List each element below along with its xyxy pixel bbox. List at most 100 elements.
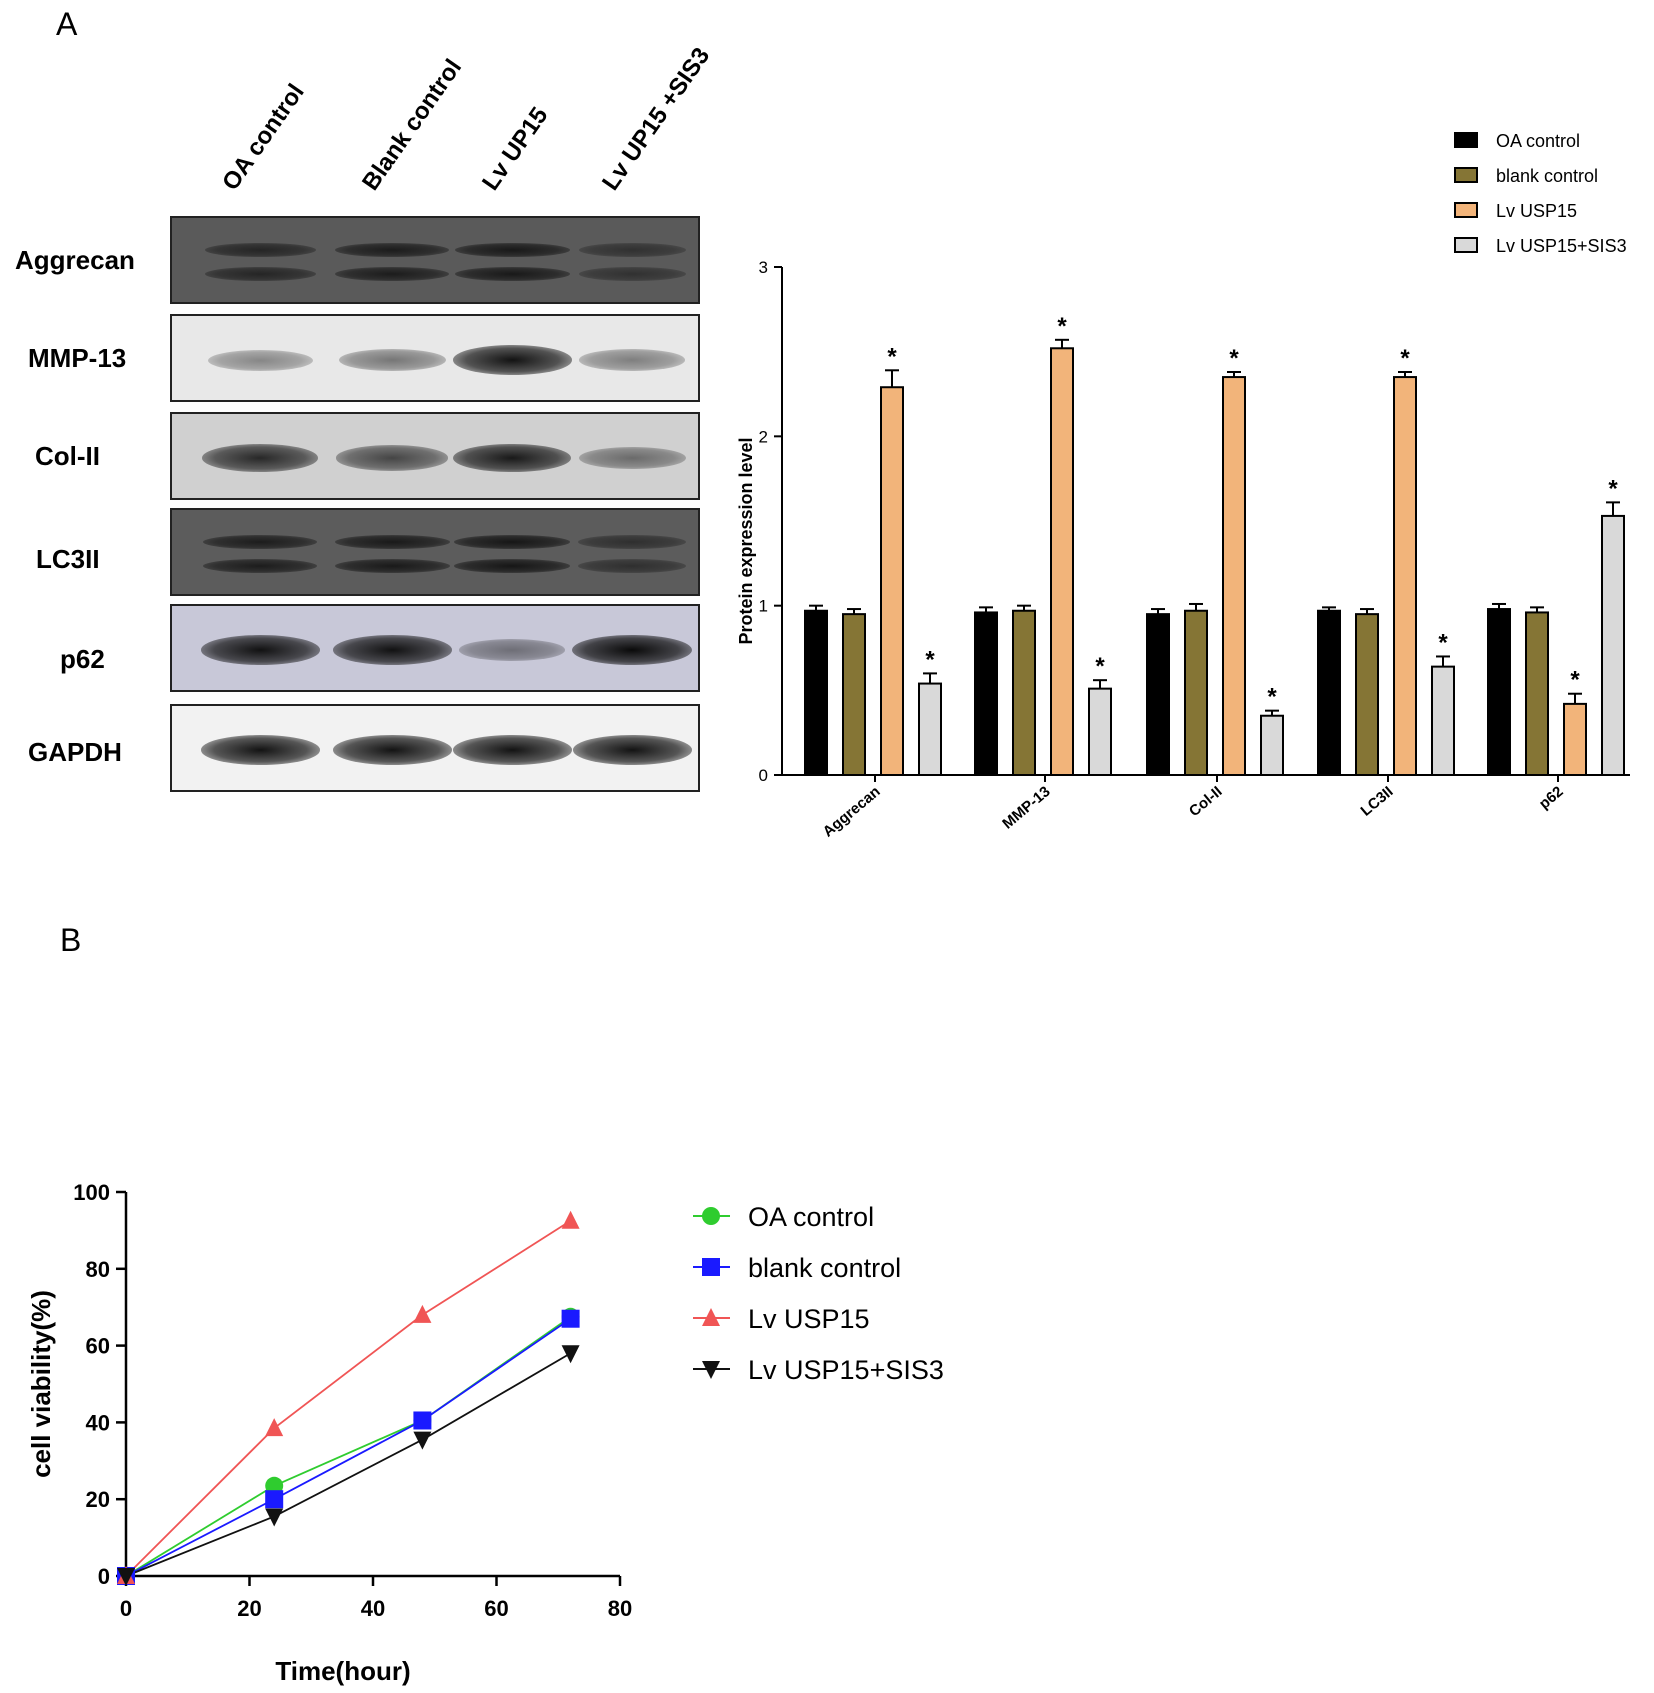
blot-band — [454, 559, 570, 574]
legend-label: Lv USP15+SIS3 — [748, 1355, 944, 1385]
x-tick-label: 60 — [484, 1596, 508, 1621]
data-point — [265, 1418, 284, 1437]
blot-band — [200, 635, 320, 665]
blot-band — [338, 348, 446, 372]
blot-label-mmp13: MMP-13 — [28, 343, 127, 373]
blot-band — [335, 242, 449, 257]
blot-band — [204, 267, 316, 282]
y-tick-label: 80 — [86, 1257, 110, 1282]
legend-label: OA control — [748, 1202, 874, 1232]
blot-band — [452, 345, 572, 375]
legend-label: blank control — [748, 1253, 901, 1283]
blot-band — [202, 444, 318, 472]
blot-p62 — [170, 604, 700, 692]
significance-marker: * — [1057, 313, 1067, 340]
blot-lc3ii — [170, 508, 700, 596]
series-line — [125, 1317, 572, 1577]
blot-band — [335, 267, 449, 282]
data-point — [413, 1431, 432, 1450]
blot-colii — [170, 412, 700, 500]
significance-marker: * — [887, 343, 897, 370]
series-line — [125, 1352, 572, 1577]
blot-band — [336, 445, 448, 471]
blot-band — [334, 534, 450, 549]
data-point — [702, 1308, 720, 1326]
y-tick-label: 60 — [86, 1334, 110, 1359]
panel-a-letter: A — [56, 6, 78, 42]
y-tick-label: 2 — [759, 427, 768, 446]
blot-aggrecan — [170, 216, 700, 304]
x-tick-label: 0 — [120, 1596, 132, 1621]
blot-band — [454, 242, 570, 257]
x-tick-label: 40 — [361, 1596, 385, 1621]
x-axis-label: Time(hour) — [275, 1656, 410, 1686]
data-point — [413, 1411, 432, 1430]
significance-marker: * — [1608, 475, 1618, 502]
x-tick-label: 20 — [237, 1596, 261, 1621]
blot-band — [334, 559, 450, 574]
series-line — [125, 1316, 572, 1577]
blot-label-col2: Col-II — [35, 441, 100, 471]
significance-marker: * — [1095, 653, 1105, 680]
blot-band — [207, 349, 313, 371]
blot-label-gapdh: GAPDH — [28, 737, 122, 767]
blot-band — [578, 559, 686, 574]
legend-label: blank control — [1496, 166, 1598, 186]
blot-band — [578, 267, 686, 282]
y-tick-label: 1 — [759, 597, 768, 616]
blot-band — [332, 635, 452, 665]
blot-band — [572, 635, 692, 665]
blot-band — [203, 534, 317, 549]
significance-marker: * — [1400, 345, 1410, 372]
blot-band — [200, 735, 320, 765]
data-point — [265, 1490, 284, 1509]
data-point — [702, 1361, 720, 1379]
y-axis-label: Protein expression level — [736, 437, 756, 644]
blot-band — [578, 446, 686, 470]
blot-band — [578, 534, 686, 549]
blot-band — [572, 735, 692, 765]
y-axis-label: cell viability(%) — [26, 1290, 56, 1478]
blot-label-p62: p62 — [60, 644, 105, 674]
y-tick-label: 0 — [98, 1564, 110, 1589]
y-tick-label: 100 — [73, 1180, 110, 1205]
legend-label: Lv USP15 — [748, 1304, 870, 1334]
y-tick-label: 3 — [759, 258, 768, 277]
blot-band — [459, 639, 565, 661]
legend-label: Lv USP15+SIS3 — [1496, 236, 1627, 256]
blot-band — [204, 242, 316, 257]
data-point — [561, 1210, 580, 1229]
data-point — [702, 1258, 720, 1276]
y-tick-label: 0 — [759, 766, 768, 785]
data-point — [265, 1508, 284, 1527]
legend-label: OA control — [1496, 131, 1580, 151]
blot-band — [578, 242, 686, 257]
legend-swatch — [1454, 132, 1478, 148]
significance-marker: * — [925, 646, 935, 673]
significance-marker: * — [1229, 345, 1239, 372]
significance-marker: * — [1267, 684, 1277, 711]
blot-gapdh — [170, 704, 700, 792]
blot-band — [454, 534, 570, 549]
data-point — [702, 1207, 720, 1225]
significance-marker: * — [1570, 667, 1580, 694]
panel-b-letter: B — [60, 922, 82, 958]
blot-band — [452, 735, 572, 765]
blot-band — [453, 443, 571, 473]
data-point — [561, 1345, 580, 1364]
y-tick-label: 20 — [86, 1487, 110, 1512]
blot-band — [332, 735, 452, 765]
blot-label-lc3ii: LC3II — [36, 544, 100, 574]
blot-label-aggrecan: Aggrecan — [15, 245, 135, 275]
data-point — [561, 1309, 580, 1328]
legend-swatch — [1454, 237, 1478, 253]
blot-band — [454, 267, 570, 282]
blot-band — [579, 349, 685, 371]
significance-marker: * — [1438, 629, 1448, 656]
series-line — [125, 1220, 572, 1577]
data-point — [413, 1304, 432, 1323]
blot-band — [203, 559, 317, 574]
legend-swatch — [1454, 167, 1478, 183]
